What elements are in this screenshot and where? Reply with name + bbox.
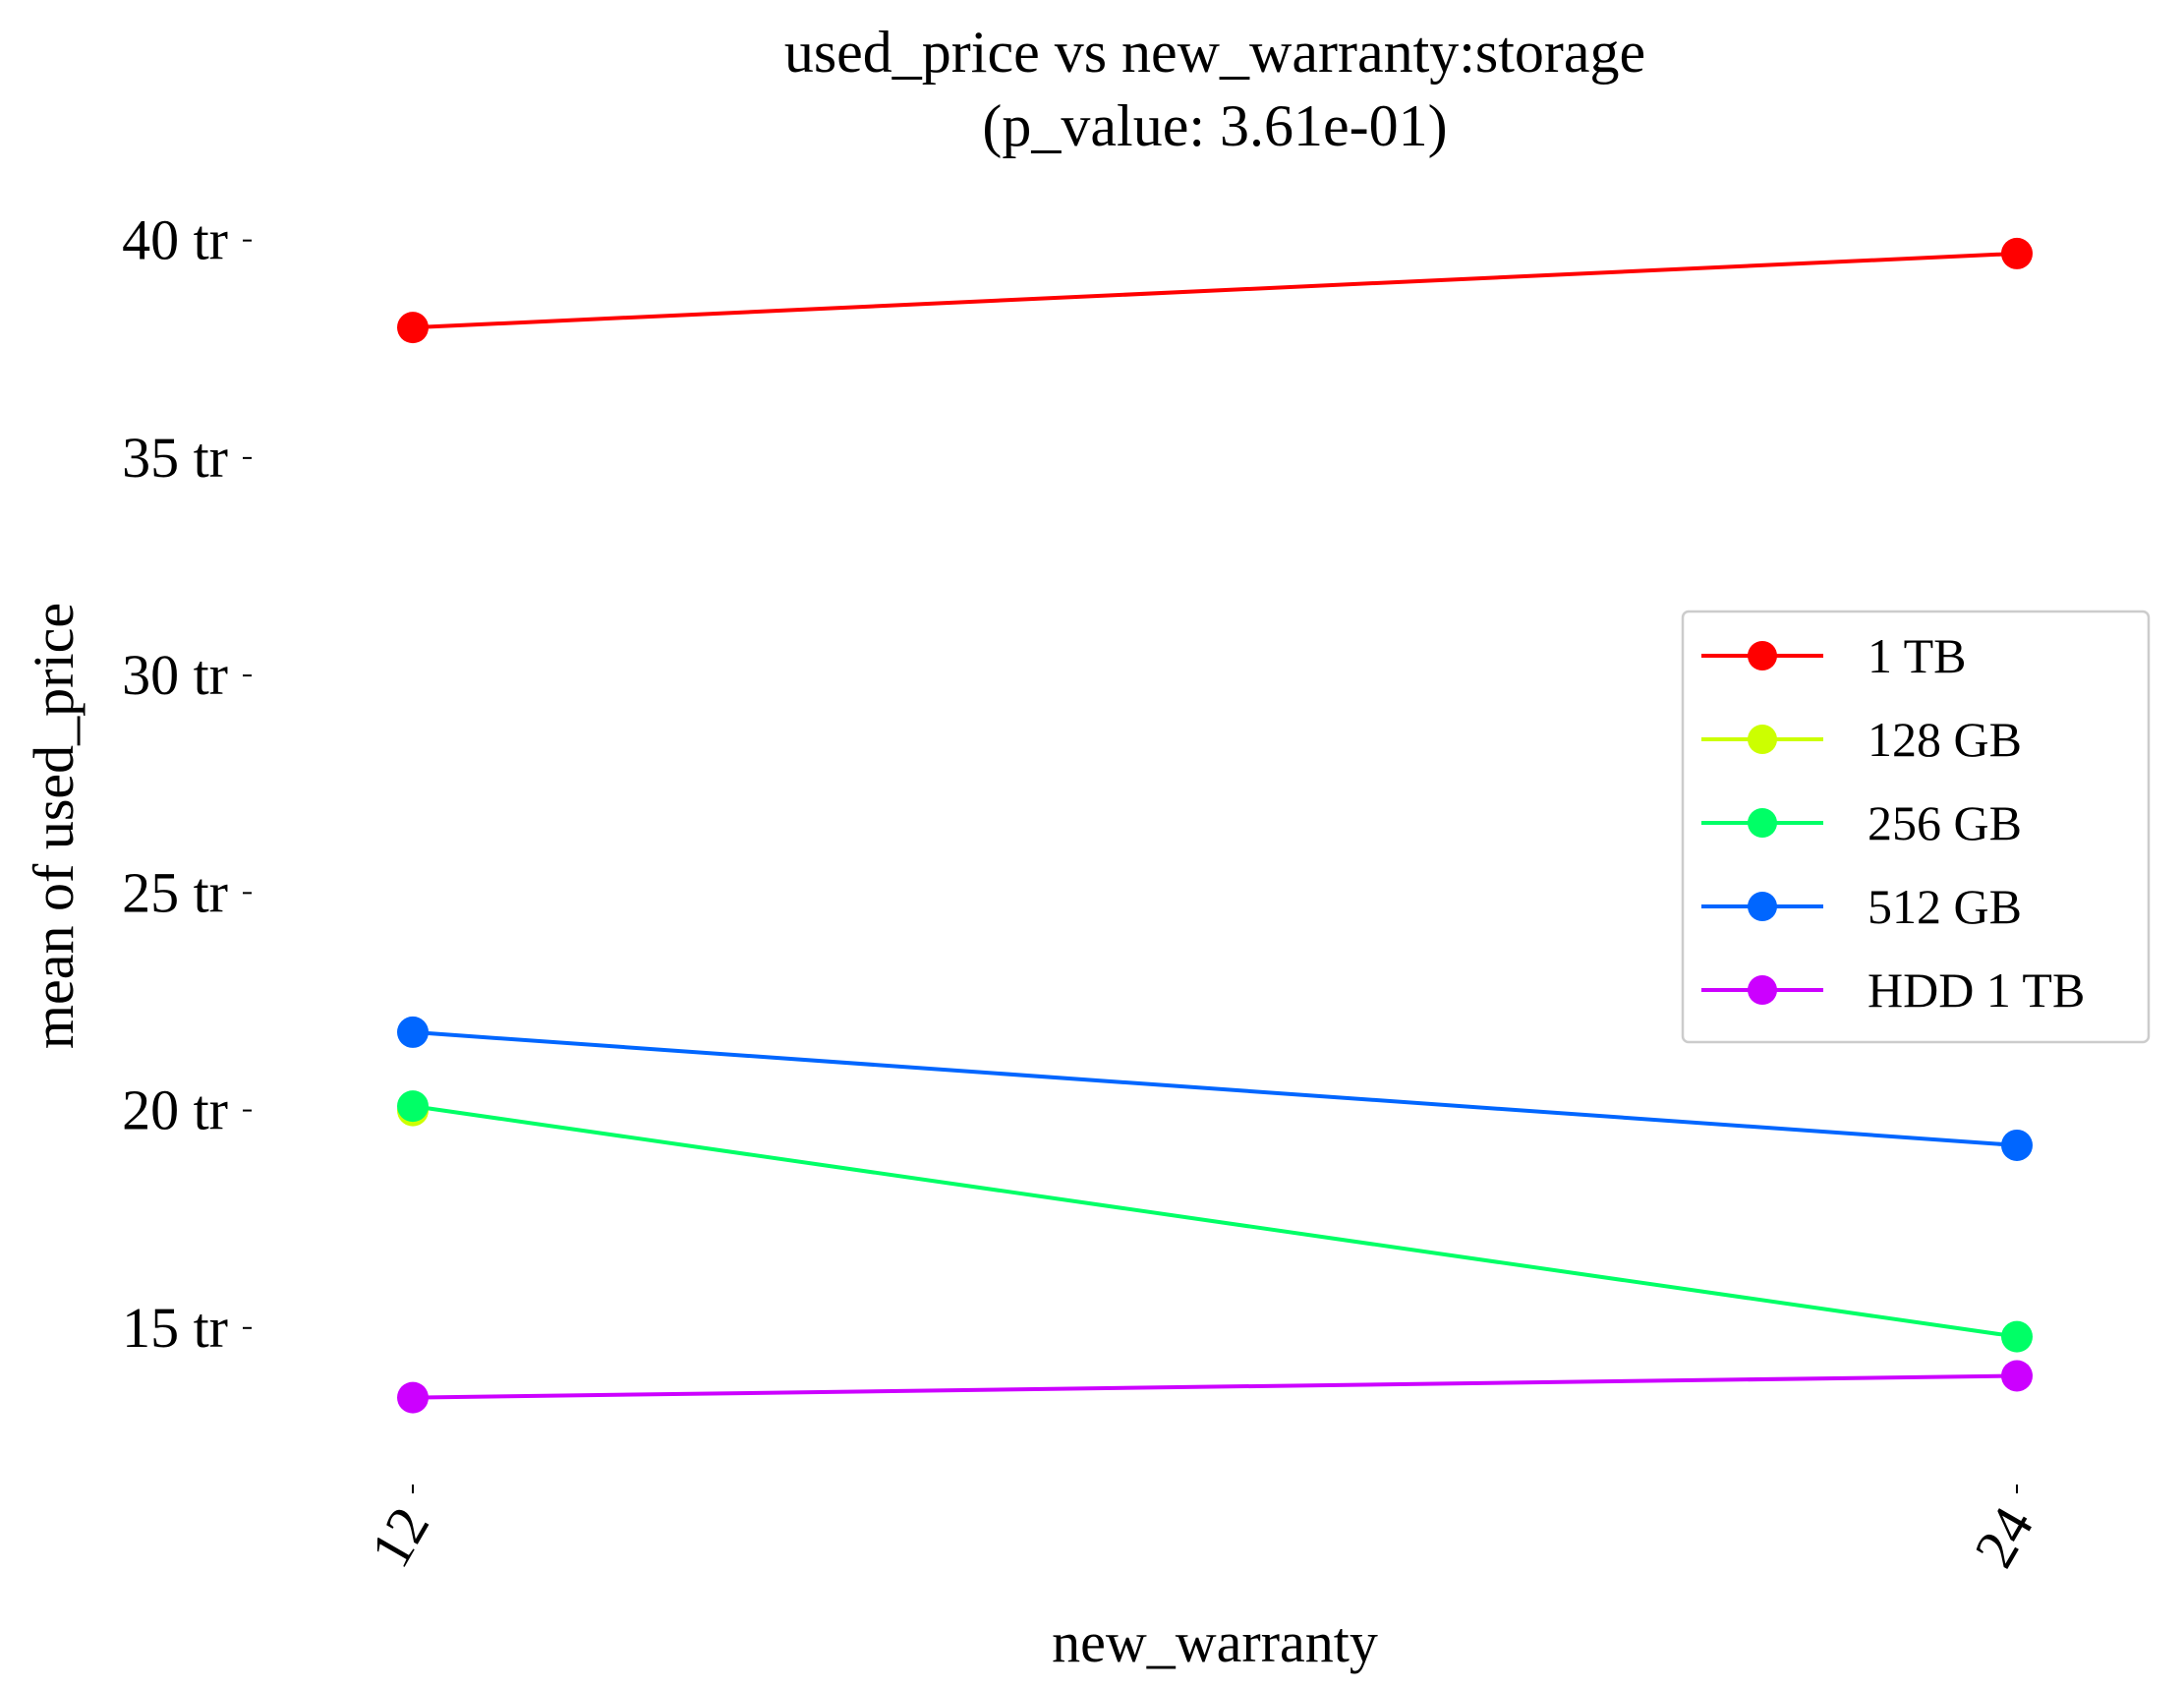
data-point <box>2001 1129 2033 1161</box>
data-point <box>2001 237 2033 269</box>
legend-item: 1 TB <box>1701 628 1967 683</box>
x-tick-label: 12 <box>358 1496 441 1578</box>
series-line <box>412 1029 2018 1147</box>
x-axis: 12 24 <box>358 1485 2045 1578</box>
legend-marker <box>1748 808 1777 838</box>
data-point <box>397 1016 429 1048</box>
x-tick-label: 24 <box>1962 1496 2045 1578</box>
legend-item: 256 GB <box>1701 795 2022 850</box>
y-axis: 15 tr 20 tr 25 tr 30 tr 35 tr 40 tr <box>122 208 252 1360</box>
data-point <box>397 312 429 344</box>
legend-marker <box>1748 725 1777 754</box>
legend-item: 128 GB <box>1701 712 2022 767</box>
series-256-gb <box>397 1090 2033 1353</box>
legend-item: 512 GB <box>1701 879 2022 934</box>
series-1-tb <box>397 237 2033 344</box>
series-line <box>412 1373 2018 1400</box>
x-axis-label: new_warranty <box>1052 1610 1378 1674</box>
legend-marker <box>1748 892 1777 921</box>
legend-label: 128 GB <box>1868 712 2022 767</box>
legend: 1 TB 128 GB 256 GB 512 GB HDD 1 TB <box>1681 610 2151 1044</box>
legend-marker <box>1748 641 1777 670</box>
data-point <box>2001 1320 2033 1353</box>
series-hdd-1-tb <box>397 1360 2033 1414</box>
y-axis-label: mean of used_price <box>22 603 86 1049</box>
y-tick-label: 40 tr <box>122 208 228 272</box>
legend-label: 256 GB <box>1868 795 2022 850</box>
y-tick-label: 15 tr <box>122 1296 228 1360</box>
legend-marker <box>1748 975 1777 1005</box>
chart-title: used_price vs new_warranty:storage <box>784 20 1645 85</box>
y-tick-label: 20 tr <box>122 1078 228 1142</box>
y-tick-label: 30 tr <box>122 643 228 707</box>
series-line <box>412 1104 2018 1339</box>
legend-item: HDD 1 TB <box>1701 962 2085 1018</box>
y-tick-label: 35 tr <box>122 426 228 490</box>
series-line <box>412 251 2018 330</box>
y-tick-label: 25 tr <box>122 860 228 924</box>
data-point <box>2001 1360 2033 1392</box>
data-point <box>397 1381 429 1414</box>
series-512-gb <box>397 1016 2033 1161</box>
chart-subtitle: (p_value: 3.61e-01) <box>982 93 1447 158</box>
plot-series <box>397 237 2033 1414</box>
legend-label: 512 GB <box>1868 879 2022 934</box>
legend-label: 1 TB <box>1868 628 1967 683</box>
legend-label: HDD 1 TB <box>1868 962 2085 1018</box>
data-point <box>397 1090 429 1123</box>
legend-frame <box>1681 610 2151 1044</box>
